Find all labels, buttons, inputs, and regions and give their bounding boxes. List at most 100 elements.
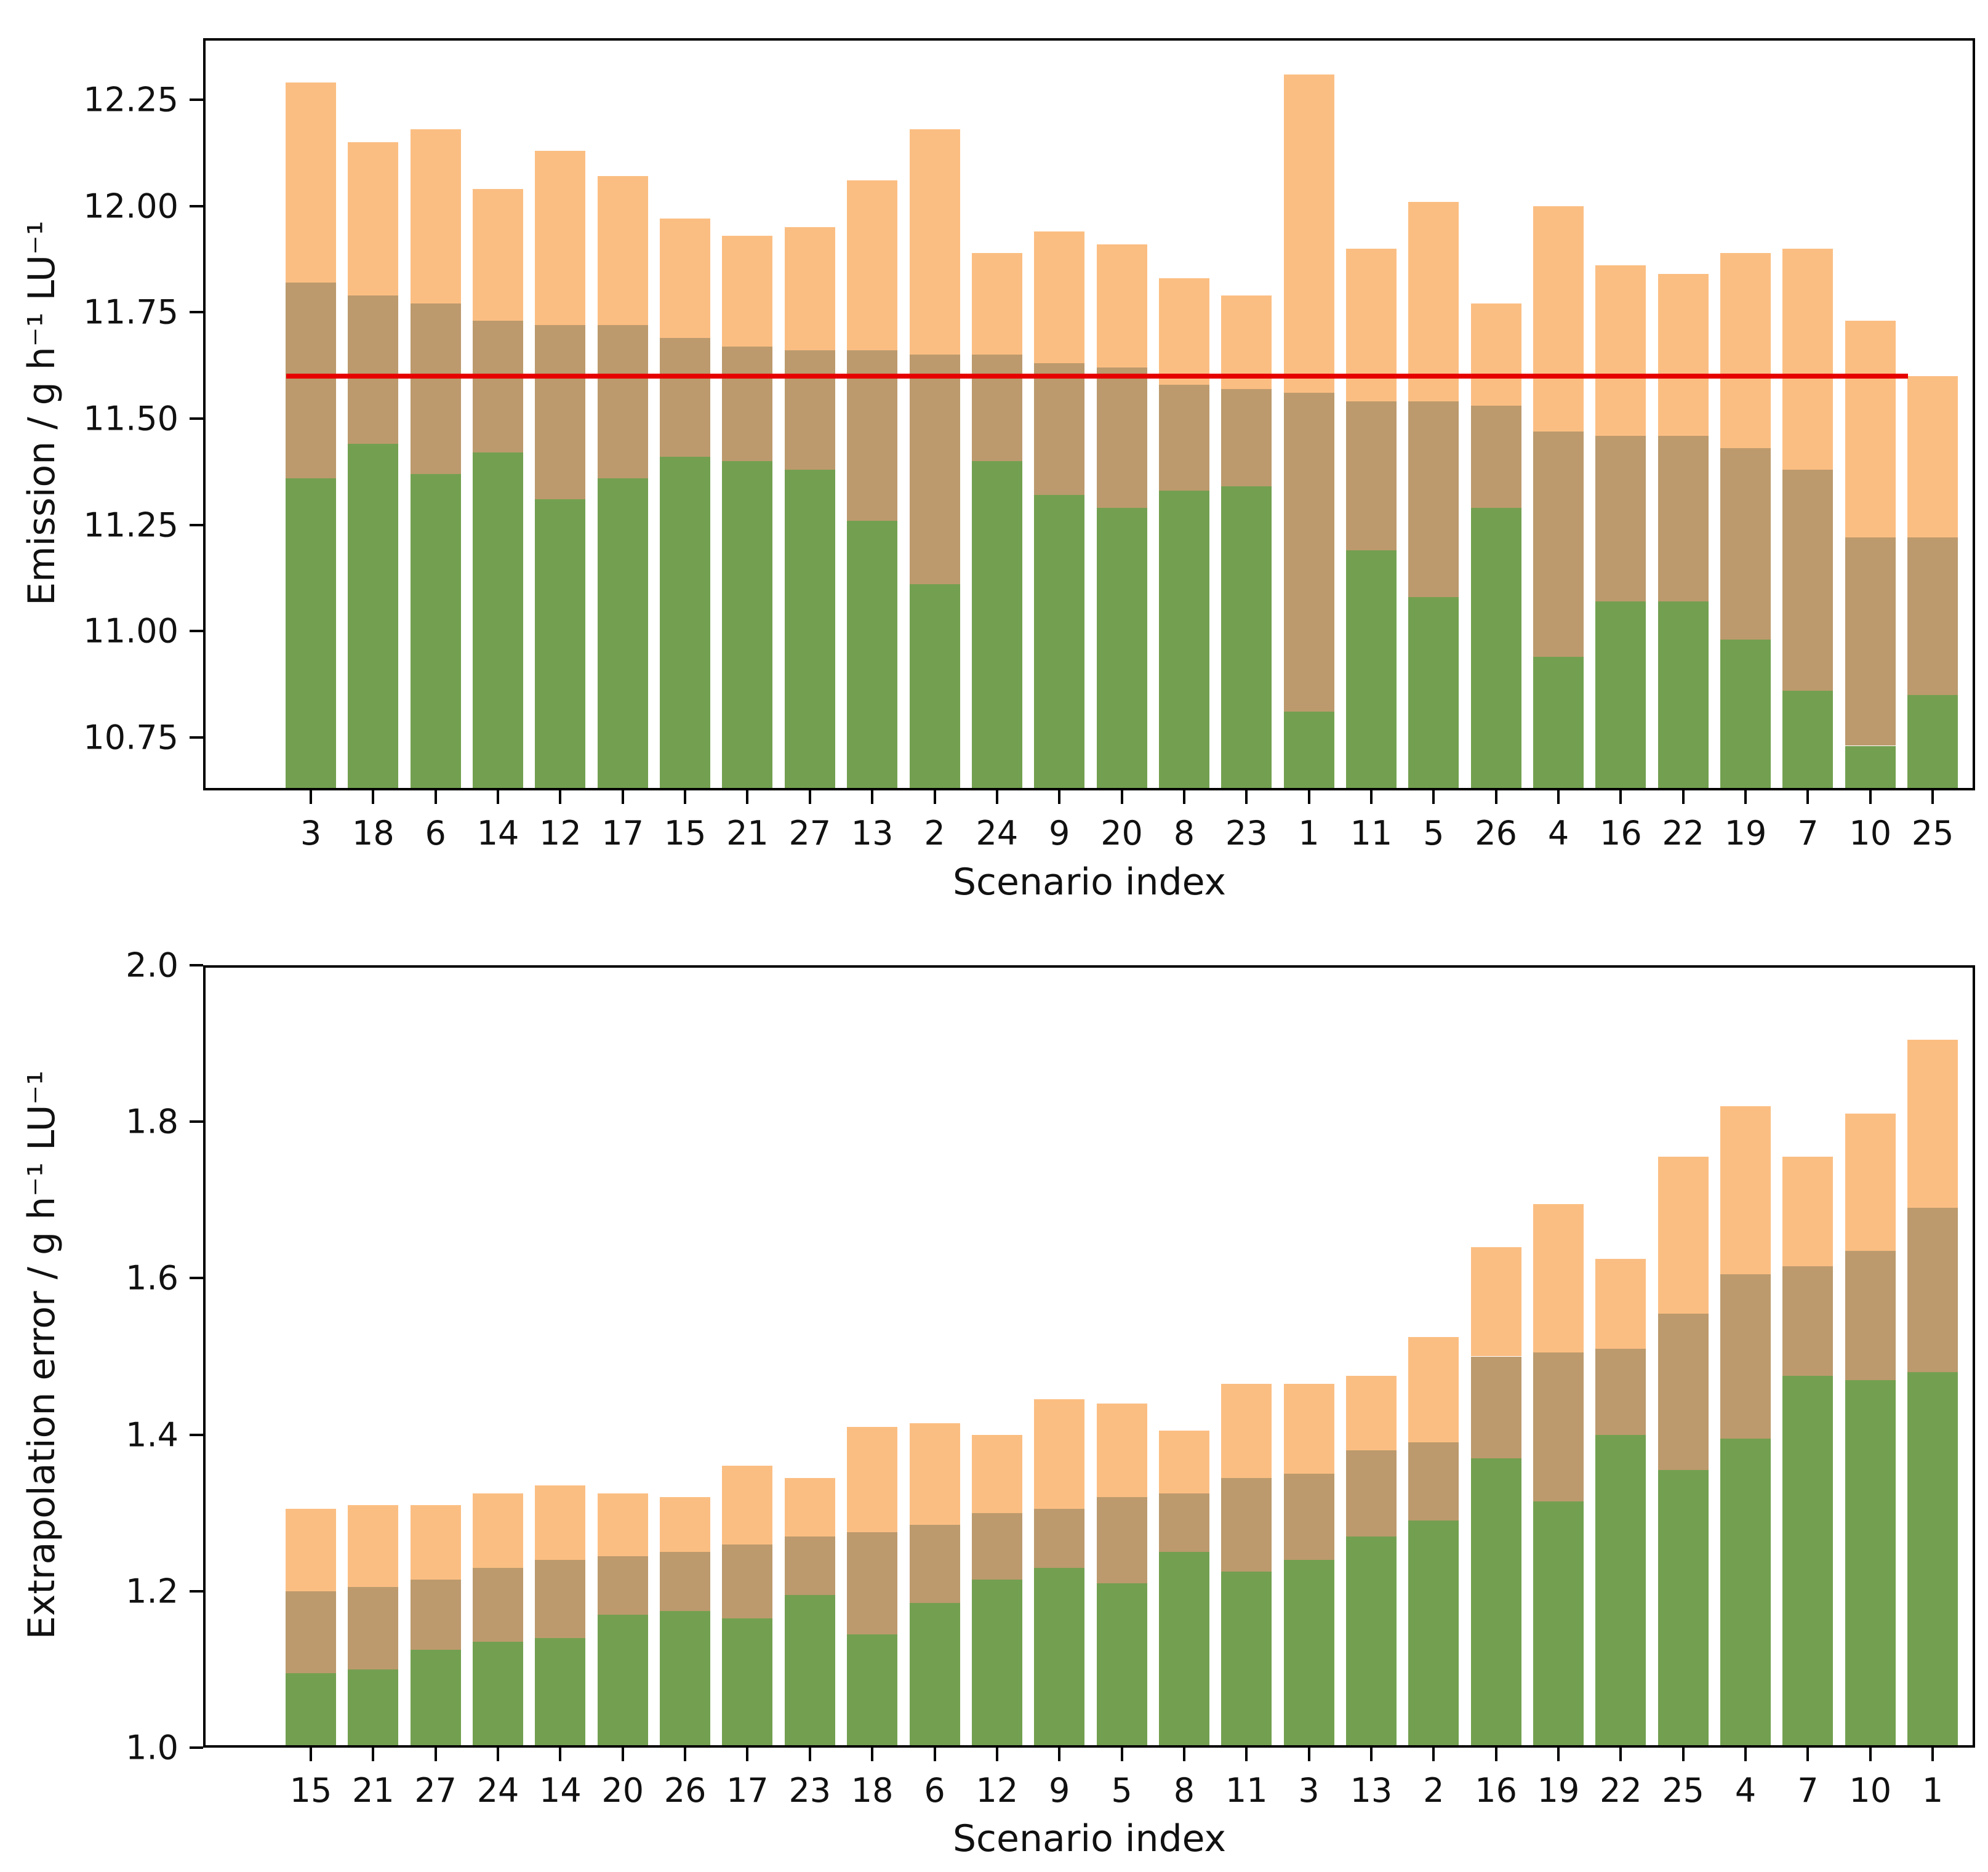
reference-line — [286, 373, 1908, 379]
bar-segment-green — [1782, 690, 1834, 788]
bar-segment-orange — [1283, 1383, 1334, 1474]
bar-segment-orange — [597, 1493, 648, 1556]
bar-segment-overlap — [971, 355, 1022, 461]
bar-segment-orange — [1907, 1039, 1958, 1208]
bar-segment-orange — [909, 1423, 960, 1525]
x-tick-label: 3 — [1298, 1771, 1320, 1810]
bar-segment-green — [1283, 712, 1334, 788]
x-tick-label: 13 — [851, 814, 894, 853]
y-tick — [190, 1589, 203, 1593]
x-tick-label: 26 — [1475, 814, 1517, 853]
bar-segment-green — [660, 457, 711, 788]
bar-segment-orange — [1408, 201, 1459, 402]
x-tick-label: 23 — [1225, 814, 1268, 853]
bar-segment-orange — [847, 1426, 898, 1533]
y-tick-label: 1.8 — [126, 1102, 178, 1141]
bar-segment-overlap — [1470, 1356, 1521, 1458]
bar-segment-green — [410, 1650, 461, 1745]
x-tick-label: 1 — [1922, 1771, 1944, 1810]
bar-segment-orange — [1345, 1376, 1397, 1450]
bar-segment-green — [1845, 745, 1896, 788]
bar-segment-green — [1158, 491, 1209, 788]
bar-segment-orange — [473, 1493, 524, 1568]
bar-segment-green — [971, 460, 1022, 788]
y-tick — [190, 964, 203, 966]
bar-segment-orange — [909, 129, 960, 355]
x-tick-label: 8 — [1173, 1771, 1195, 1810]
bar-segment-green — [1345, 1536, 1397, 1745]
x-tick — [1869, 790, 1872, 804]
x-tick — [1806, 790, 1810, 804]
x-tick — [684, 790, 687, 804]
x-tick — [871, 790, 874, 804]
bar-segment-orange — [1595, 265, 1646, 436]
y-tick — [190, 630, 203, 633]
bar-segment-green — [784, 1595, 835, 1745]
y-tick-label: 1.0 — [126, 1728, 178, 1767]
bar-segment-overlap — [1657, 1313, 1709, 1470]
x-tick-label: 5 — [1111, 1771, 1132, 1810]
x-tick-label: 10 — [1849, 814, 1892, 853]
bar-segment-green — [1720, 1438, 1771, 1745]
bar-segment-overlap — [597, 1556, 648, 1615]
bar-segment-overlap — [286, 282, 336, 478]
bar-segment-overlap — [1782, 469, 1834, 691]
x-tick-label: 24 — [976, 814, 1019, 853]
x-tick — [1182, 1748, 1185, 1761]
x-tick — [995, 790, 998, 804]
x-tick-label: 22 — [1599, 1771, 1642, 1810]
x-tick — [1182, 790, 1185, 804]
bar-segment-orange — [535, 1485, 586, 1560]
x-tick — [1557, 1748, 1560, 1761]
bar-segment-green — [1470, 1458, 1521, 1745]
x-tick-label: 7 — [1797, 1771, 1819, 1810]
bar-segment-orange — [535, 150, 586, 325]
x-tick-label: 15 — [663, 814, 707, 853]
bar-segment-overlap — [660, 337, 711, 457]
bar-segment-green — [909, 1602, 960, 1745]
x-tick — [871, 1748, 874, 1761]
bar-segment-green — [660, 1610, 711, 1745]
x-tick — [310, 790, 312, 804]
bar-segment-overlap — [1158, 1493, 1209, 1553]
x-tick — [808, 1748, 811, 1761]
y-tick-label: 1.2 — [126, 1572, 178, 1611]
bar-segment-orange — [286, 82, 336, 283]
emission-xlabel: Scenario index — [952, 861, 1227, 904]
y-tick-label: 11.25 — [83, 505, 178, 544]
y-tick — [190, 417, 203, 420]
x-tick-label: 11 — [1350, 814, 1393, 853]
bar-segment-orange — [1470, 303, 1521, 406]
bar-segment-overlap — [1345, 1450, 1397, 1537]
bar-segment-green — [286, 1673, 336, 1745]
bar-segment-overlap — [722, 346, 773, 461]
x-tick-label: 20 — [601, 1771, 644, 1810]
bar-segment-orange — [784, 1477, 835, 1537]
x-tick-label: 9 — [1049, 1771, 1070, 1810]
x-tick — [1619, 790, 1622, 804]
x-tick — [808, 790, 811, 804]
bar-segment-overlap — [1720, 448, 1771, 640]
y-tick — [190, 1433, 203, 1436]
x-tick-label: 11 — [1225, 1771, 1268, 1810]
bar-segment-orange — [1720, 252, 1771, 449]
bar-segment-overlap — [1345, 401, 1397, 550]
bar-segment-orange — [1533, 1203, 1584, 1353]
x-tick — [310, 1748, 312, 1761]
y-tick-label: 11.50 — [83, 399, 178, 438]
bar-segment-overlap — [286, 1591, 336, 1674]
x-tick — [1744, 1748, 1747, 1761]
y-tick-label: 11.75 — [83, 292, 178, 332]
x-tick — [434, 1748, 437, 1761]
x-tick-label: 9 — [1049, 814, 1070, 853]
x-tick-label: 1 — [1298, 814, 1320, 853]
bar-segment-overlap — [410, 1579, 461, 1650]
bar-segment-overlap — [1845, 1250, 1896, 1380]
bar-segment-overlap — [1595, 1348, 1646, 1435]
x-tick — [1619, 1748, 1622, 1761]
y-tick — [190, 1120, 203, 1123]
bar-segment-orange — [1221, 1383, 1272, 1478]
bar-segment-orange — [660, 1497, 711, 1553]
bar-segment-orange — [1158, 278, 1209, 385]
y-tick-label: 1.6 — [126, 1258, 178, 1298]
